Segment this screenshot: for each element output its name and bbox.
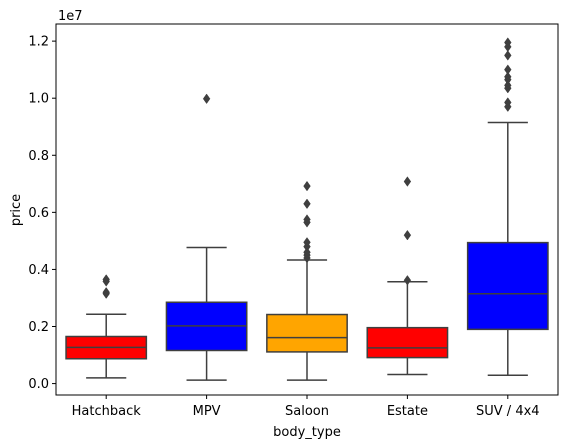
x-axis: Hatchback MPV Saloon Estate SUV / 4x4: [72, 395, 540, 419]
y-tick-label: 1.2: [28, 35, 49, 50]
y-tick-label: 1.0: [28, 92, 49, 107]
box-iqr: [266, 313, 348, 353]
x-axis-label: body_type: [273, 425, 341, 440]
outlier-point: [403, 176, 412, 187]
x-tick-label: MPV: [193, 404, 221, 419]
outlier-point: [504, 80, 512, 91]
x-tick-label: Estate: [387, 404, 428, 419]
outlier-point: [303, 247, 311, 258]
outlier-point: [403, 275, 412, 286]
y-tick-label: 0.8: [28, 149, 49, 164]
x-tick-label: Saloon: [285, 404, 329, 419]
outlier-point: [303, 180, 311, 192]
box-group-saloon: [266, 180, 348, 381]
box-group-hatchback: [65, 274, 148, 379]
box-iqr: [366, 326, 449, 359]
box-iqr: [466, 241, 549, 331]
y-tick-label: 0.6: [28, 206, 49, 221]
y-tick-label: 0.0: [28, 377, 49, 392]
plot-area: [65, 37, 549, 381]
y-scale-offset-label: 1e7: [58, 9, 83, 24]
outlier-point: [504, 37, 512, 48]
outlier-point: [202, 93, 211, 105]
y-axis: 0.0 0.2 0.4 0.6 0.8 1.0 1.2: [28, 35, 56, 392]
x-tick-label: Hatchback: [72, 404, 142, 419]
box-group-mpv: [165, 93, 248, 381]
box-group-estate: [366, 176, 449, 376]
outlier-point: [504, 97, 512, 108]
outlier-point: [504, 71, 512, 83]
x-tick-label: SUV / 4x4: [476, 404, 540, 419]
box-group-suv-4x4: [466, 37, 549, 377]
outlier-point: [303, 214, 311, 225]
outlier-point: [504, 64, 512, 75]
outlier-point: [102, 274, 110, 285]
outlier-point: [403, 229, 412, 241]
outlier-point: [303, 198, 311, 210]
outlier-point: [303, 237, 311, 248]
y-tick-label: 0.4: [28, 263, 49, 278]
outlier-point: [504, 50, 512, 61]
y-axis-label: price: [9, 194, 24, 226]
y-tick-label: 0.2: [28, 320, 49, 335]
outlier-point: [102, 287, 110, 298]
